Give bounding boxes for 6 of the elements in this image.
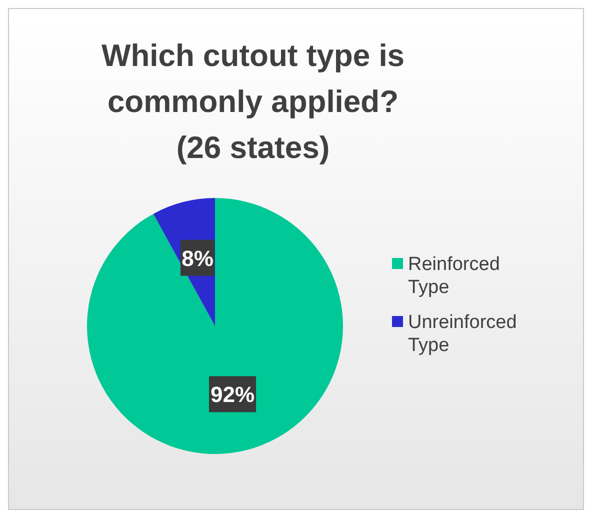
pie-slice <box>87 198 343 454</box>
legend-label: Reinforced Type <box>408 254 500 298</box>
data-label: 92% <box>210 382 255 408</box>
chart-title: Which cutout type is commonly applied? (26 states) <box>101 38 405 165</box>
data-label: 8% <box>182 246 214 271</box>
legend-label: Unreinforced Type <box>408 312 517 356</box>
